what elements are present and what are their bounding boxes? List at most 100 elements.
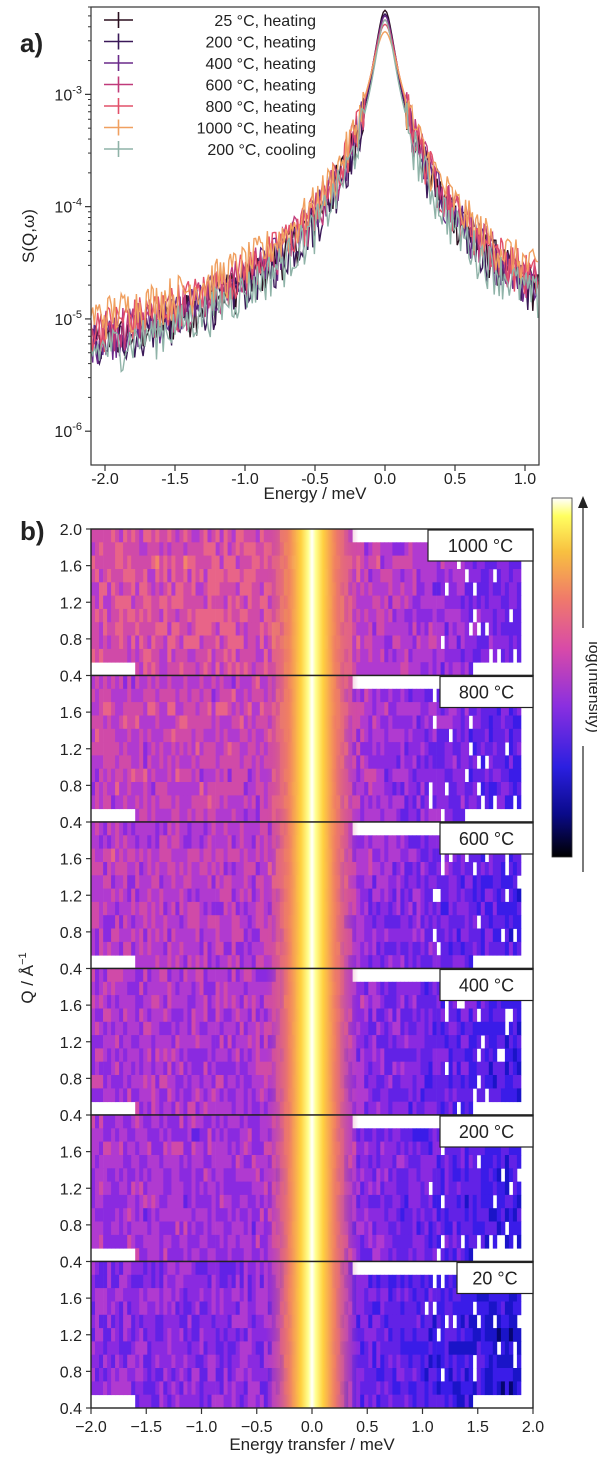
heatmap-cell: [436, 555, 441, 570]
heatmap-cell: [259, 862, 265, 876]
heatmap-cell: [159, 1101, 164, 1116]
heatmap-cell: [91, 542, 96, 556]
heatmap-cell: [372, 915, 377, 929]
heatmap-cell: [388, 928, 393, 943]
heatmap-cell: [107, 782, 112, 796]
heatmap-cell: [380, 715, 385, 730]
heatmap-cell: [428, 662, 433, 676]
heatmap-cell: [468, 1035, 474, 1049]
heatmap-cell: [99, 608, 104, 623]
heatmap-cell: [139, 635, 144, 650]
heatmap-cell: [107, 822, 112, 836]
heatmap-cell: [219, 968, 224, 983]
heatmap-cell: [251, 1088, 257, 1103]
heatmap-cell: [155, 1021, 160, 1036]
heatmap-cell: [440, 595, 445, 610]
heatmap-cell: [364, 1021, 369, 1036]
heatmap-cell: [388, 768, 393, 783]
heatmap-cell: [151, 955, 156, 969]
heatmap-cell: [147, 875, 152, 889]
heatmap-cell: [191, 648, 196, 663]
heatmap-cell: [115, 782, 120, 796]
heatmap-cell: [247, 688, 253, 703]
heatmap-cell: [107, 1168, 112, 1182]
heatmap-cell: [492, 595, 498, 610]
heatmap-cell: [171, 569, 176, 583]
heatmap-cell: [516, 595, 522, 610]
heatmap-cell: [251, 1101, 257, 1116]
heatmap-cell: [219, 1021, 224, 1036]
heatmap-cell: [227, 955, 232, 969]
heatmap-cell: [416, 1021, 421, 1036]
heatmap-cell: [111, 1088, 116, 1103]
heatmap-cell: [95, 648, 100, 663]
heatmap-cell: [400, 1168, 405, 1182]
heatmap-cell: [255, 1048, 261, 1063]
heatmap-cell: [159, 888, 164, 903]
heatmap-cell: [95, 888, 100, 903]
heatmap-cell: [191, 555, 196, 570]
heatmap-cell: [448, 1088, 453, 1103]
heatmap-cell: [131, 715, 136, 730]
heatmap-cell: [107, 1088, 112, 1103]
heatmap-cell: [416, 995, 421, 1009]
heatmap-cell: [239, 915, 245, 929]
heatmap-cell: [480, 915, 486, 929]
heatmap-cell: [179, 595, 184, 610]
heatmap-cell: [500, 702, 506, 716]
heatmap-cell: [207, 862, 212, 876]
heatmap-cell: [508, 648, 514, 663]
heatmap-cell: [203, 1021, 208, 1036]
heatmap-cell: [211, 1168, 216, 1182]
heatmap-cell: [127, 795, 132, 810]
heatmap-cell: [368, 595, 373, 610]
heatmap-cell: [364, 1048, 369, 1063]
heatmap-cell: [508, 862, 514, 876]
heatmap-cell: [183, 648, 188, 663]
heatmap-cell: [472, 768, 478, 783]
heatmap-cell: [123, 702, 128, 716]
heatmap-cell: [99, 1035, 104, 1049]
heatmap-cell: [139, 768, 144, 783]
heatmap-cell: [179, 715, 184, 730]
heatmap-cell: [504, 901, 510, 916]
heatmap-cell: [408, 648, 413, 663]
heatmap-cell: [203, 1008, 208, 1023]
heatmap-cell: [468, 955, 474, 969]
heatmap-cell: [251, 742, 257, 756]
heatmap-cell: [436, 742, 441, 756]
heatmap-cell: [91, 1141, 96, 1156]
heatmap-cell: [388, 715, 393, 730]
heatmap-cell: [424, 702, 429, 716]
heatmap-cell: [103, 1088, 108, 1103]
heatmap-cell: [103, 675, 108, 690]
heatmap-cell: [368, 808, 373, 823]
heatmap-cell: [432, 981, 437, 996]
heatmap-cell: [175, 675, 180, 690]
heatmap-cell: [364, 1128, 369, 1142]
heatmap-cell: [500, 595, 506, 610]
heatmap-cell: [448, 928, 453, 943]
heatmap-cell: [151, 648, 156, 663]
heatmap-cell: [111, 648, 116, 663]
heatmap-cell: [444, 795, 449, 810]
heatmap-cell: [179, 981, 184, 996]
heatmap-cell: [496, 635, 502, 650]
heatmap-cell: [235, 755, 241, 770]
heatmap-cell: [163, 662, 168, 676]
heatmap-cell: [135, 728, 140, 743]
heatmap-cell: [171, 755, 176, 770]
heatmap-cell: [388, 808, 393, 823]
heatmap-cell: [135, 608, 140, 623]
heatmap-cell: [147, 702, 152, 716]
heatmap-cell: [91, 742, 96, 756]
heatmap-cell: [360, 555, 365, 570]
heatmap-cell: [119, 569, 124, 583]
heatmap-cell: [219, 715, 224, 730]
heatmap-cell: [187, 835, 192, 849]
heatmap-cell: [456, 728, 462, 743]
heatmap-cell: [219, 1075, 224, 1089]
heatmap-cell: [460, 795, 466, 810]
heatmap-cell: [215, 1115, 220, 1129]
heatmap-cell: [464, 782, 470, 796]
